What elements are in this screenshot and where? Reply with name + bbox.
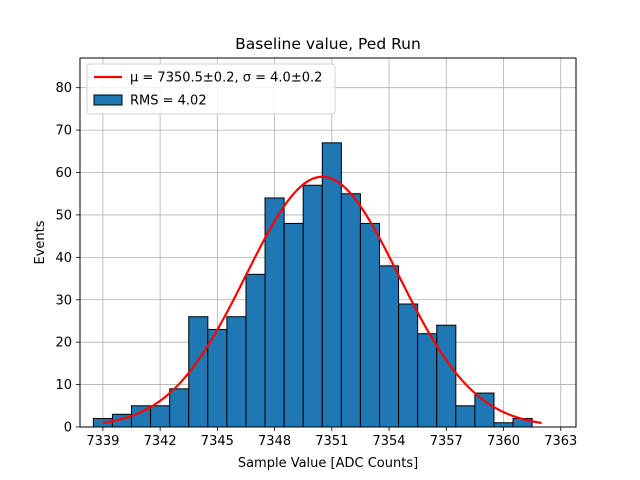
legend-box <box>86 63 336 115</box>
histogram-bar <box>302 184 323 428</box>
histogram-bars <box>92 142 533 428</box>
histogram-bar <box>474 392 495 428</box>
y-tick-label: 50 <box>55 208 72 223</box>
x-tick-label: 7342 <box>144 434 177 449</box>
histogram-bar <box>321 142 342 428</box>
legend-patch-swatch <box>93 94 123 106</box>
histogram-bar <box>283 222 304 428</box>
y-tick-label: 30 <box>55 293 72 308</box>
histogram-bar <box>150 405 171 428</box>
histogram-bar <box>340 193 361 428</box>
x-tick-label: 7348 <box>258 434 291 449</box>
x-tick-label: 7357 <box>430 434 463 449</box>
y-tick-label: 70 <box>55 124 72 139</box>
histogram-bar <box>493 422 514 428</box>
y-axis-label: Events <box>33 220 48 264</box>
histogram-bar <box>436 324 457 428</box>
plot-frame <box>79 57 577 428</box>
histogram-bar <box>226 316 247 428</box>
x-axis-label: Sample Value [ADC Counts] <box>238 456 418 471</box>
y-tick-label: 40 <box>55 251 72 266</box>
histogram-bar <box>207 328 228 428</box>
x-axis-ticks: 7339 7342 7345 7348 7351 7354 7357 7360 7363 <box>86 427 577 449</box>
y-tick-label: 20 <box>55 336 72 351</box>
y-axis-ticks: 0 10 20 30 40 50 60 70 80 <box>55 81 80 436</box>
x-tick-label: 7351 <box>315 434 348 449</box>
histogram-bar <box>379 265 400 428</box>
gaussian-fit <box>102 175 542 425</box>
y-tick-label: 60 <box>55 166 72 181</box>
histogram-bar <box>188 316 209 428</box>
histogram-bar <box>398 303 419 428</box>
x-tick-label: 7360 <box>487 434 520 449</box>
histogram-bar <box>169 388 190 428</box>
histogram-bar <box>359 222 381 428</box>
histogram-bar <box>245 273 266 428</box>
histogram-bar <box>417 333 438 428</box>
fit-curve <box>102 175 542 425</box>
legend-label: μ = 7350.5±0.2, σ = 4.0±0.2 <box>130 71 322 86</box>
x-tick-label: 7363 <box>544 434 577 449</box>
chart-title: Baseline value, Ped Run <box>235 35 421 53</box>
histogram-bar <box>455 405 476 428</box>
x-tick-label: 7345 <box>201 434 234 449</box>
legend: μ = 7350.5±0.2, σ = 4.0±0.2 RMS = 4.02 <box>86 63 336 115</box>
legend-label: RMS = 4.02 <box>130 94 207 109</box>
x-tick-label: 7339 <box>86 434 119 449</box>
y-tick-label: 80 <box>55 81 72 96</box>
y-tick-label: 10 <box>55 378 72 393</box>
y-tick-label: 0 <box>64 421 72 436</box>
x-tick-label: 7354 <box>372 434 405 449</box>
